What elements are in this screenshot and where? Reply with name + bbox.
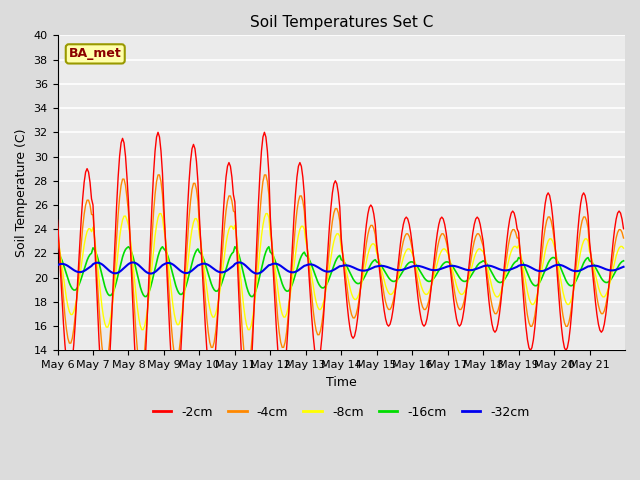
-4cm [54, 225, 61, 230]
-32cm [129, 260, 137, 265]
X-axis label: Time: Time [326, 376, 356, 389]
-2cm [348, 333, 355, 339]
Text: BA_met: BA_met [69, 48, 122, 60]
-8cm [140, 327, 147, 333]
-2cm [618, 216, 626, 222]
Y-axis label: Soil Temperature (C): Soil Temperature (C) [15, 129, 28, 257]
-16cm [348, 273, 355, 279]
-32cm [91, 261, 99, 266]
-16cm [141, 294, 148, 300]
-4cm [262, 172, 269, 178]
-8cm [157, 211, 165, 216]
-32cm [348, 264, 355, 270]
-2cm [91, 234, 99, 240]
-4cm [620, 235, 627, 241]
-8cm [618, 243, 626, 249]
-2cm [154, 130, 162, 135]
-8cm [54, 234, 61, 240]
-16cm [460, 278, 468, 284]
-2cm [54, 217, 61, 223]
-2cm [136, 408, 144, 414]
-8cm [544, 238, 552, 244]
-32cm [544, 266, 552, 272]
-2cm [620, 226, 627, 232]
-2cm [73, 295, 81, 301]
-16cm [91, 247, 99, 252]
-4cm [544, 214, 552, 220]
Legend: -2cm, -4cm, -8cm, -16cm, -32cm: -2cm, -4cm, -8cm, -16cm, -32cm [148, 401, 535, 424]
-4cm [460, 299, 468, 305]
-16cm [125, 244, 132, 250]
Line: -32cm: -32cm [58, 263, 623, 274]
-16cm [73, 286, 81, 292]
-8cm [91, 235, 99, 240]
-32cm [620, 264, 627, 270]
-32cm [460, 266, 468, 272]
-4cm [91, 233, 99, 239]
-8cm [73, 295, 81, 301]
Title: Soil Temperatures Set C: Soil Temperatures Set C [250, 15, 433, 30]
Line: -16cm: -16cm [58, 247, 623, 297]
-4cm [348, 312, 355, 318]
-2cm [544, 190, 552, 196]
-8cm [460, 290, 468, 296]
-8cm [620, 245, 627, 251]
-16cm [618, 259, 626, 264]
-32cm [73, 269, 81, 275]
-8cm [348, 291, 355, 297]
Line: -8cm: -8cm [58, 214, 623, 330]
-32cm [618, 264, 626, 270]
-4cm [618, 229, 626, 235]
-4cm [73, 296, 81, 302]
Line: -4cm: -4cm [58, 175, 623, 368]
-16cm [54, 251, 61, 256]
-16cm [620, 258, 627, 264]
-4cm [244, 365, 252, 371]
-2cm [460, 307, 468, 313]
-32cm [54, 262, 61, 268]
-32cm [147, 271, 154, 276]
Line: -2cm: -2cm [58, 132, 623, 411]
-16cm [544, 260, 552, 266]
